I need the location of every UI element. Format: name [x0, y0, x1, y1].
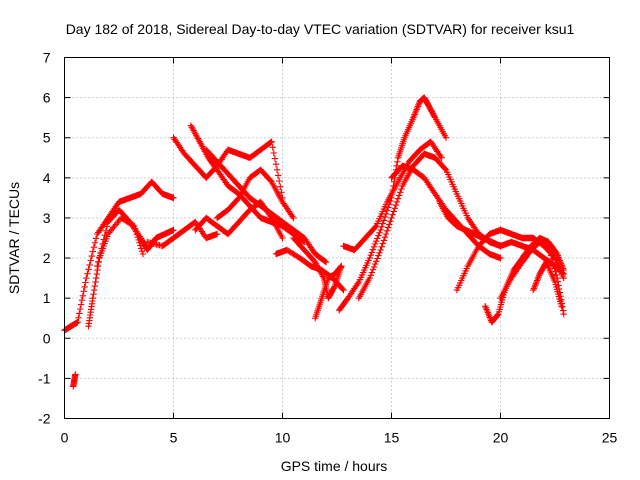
- data-point-marks: [203, 146, 330, 266]
- x-axis: 0 5 10 15 20 25: [61, 57, 618, 446]
- series-track-14: [336, 94, 450, 314]
- y-tick-label: -2: [38, 411, 51, 427]
- grid-lines: [64, 57, 610, 419]
- y-tick-label: 5: [43, 130, 51, 146]
- data-point-marks: [170, 134, 286, 202]
- data-point-marks: [340, 138, 445, 254]
- y-tick-label: 3: [43, 210, 51, 226]
- y-tick-label: 0: [43, 330, 51, 346]
- data-point-marks: [213, 166, 297, 222]
- series-track-13: [312, 262, 345, 322]
- series-track-5: [94, 206, 177, 270]
- x-tick-label: 0: [61, 430, 69, 446]
- series-track-22: [530, 258, 565, 310]
- y-axis-label: SDTVAR / TECUs: [6, 182, 22, 294]
- data-marks: [61, 94, 567, 390]
- series-track-10: [213, 166, 297, 222]
- x-tick-label: 10: [275, 430, 291, 446]
- series-track-18: [436, 198, 567, 278]
- x-tick-label: 25: [602, 430, 618, 446]
- series-track-1: [61, 178, 177, 334]
- series-track-8: [203, 146, 330, 266]
- x-tick-label: 5: [170, 430, 178, 446]
- data-point-marks: [144, 218, 221, 250]
- series-track-9: [192, 198, 286, 242]
- series-track-2: [70, 371, 79, 390]
- y-tick-label: 7: [43, 50, 51, 66]
- data-point-marks: [436, 198, 567, 278]
- x-tick-label: 20: [493, 430, 509, 446]
- y-tick-label: 6: [43, 90, 51, 106]
- data-point-marks: [530, 258, 565, 310]
- data-point-marks: [336, 94, 450, 314]
- data-point-marks: [94, 206, 177, 270]
- series-track-15: [340, 138, 445, 254]
- data-point-marks: [312, 262, 345, 322]
- plot-frame: [64, 57, 610, 419]
- chart-title: Day 182 of 2018, Sidereal Day-to-day VTE…: [66, 21, 575, 37]
- y-tick-label: 2: [43, 250, 51, 266]
- series-track-4: [144, 218, 221, 250]
- y-tick-label: 1: [43, 290, 51, 306]
- data-point-marks: [61, 178, 177, 334]
- y-tick-label: -1: [38, 370, 51, 386]
- data-point-marks: [192, 198, 286, 242]
- x-axis-label: GPS time / hours: [281, 458, 388, 474]
- x-tick-label: 15: [384, 430, 400, 446]
- data-point-marks: [70, 371, 79, 390]
- y-tick-label: 4: [43, 170, 51, 186]
- series-track-6: [170, 134, 286, 202]
